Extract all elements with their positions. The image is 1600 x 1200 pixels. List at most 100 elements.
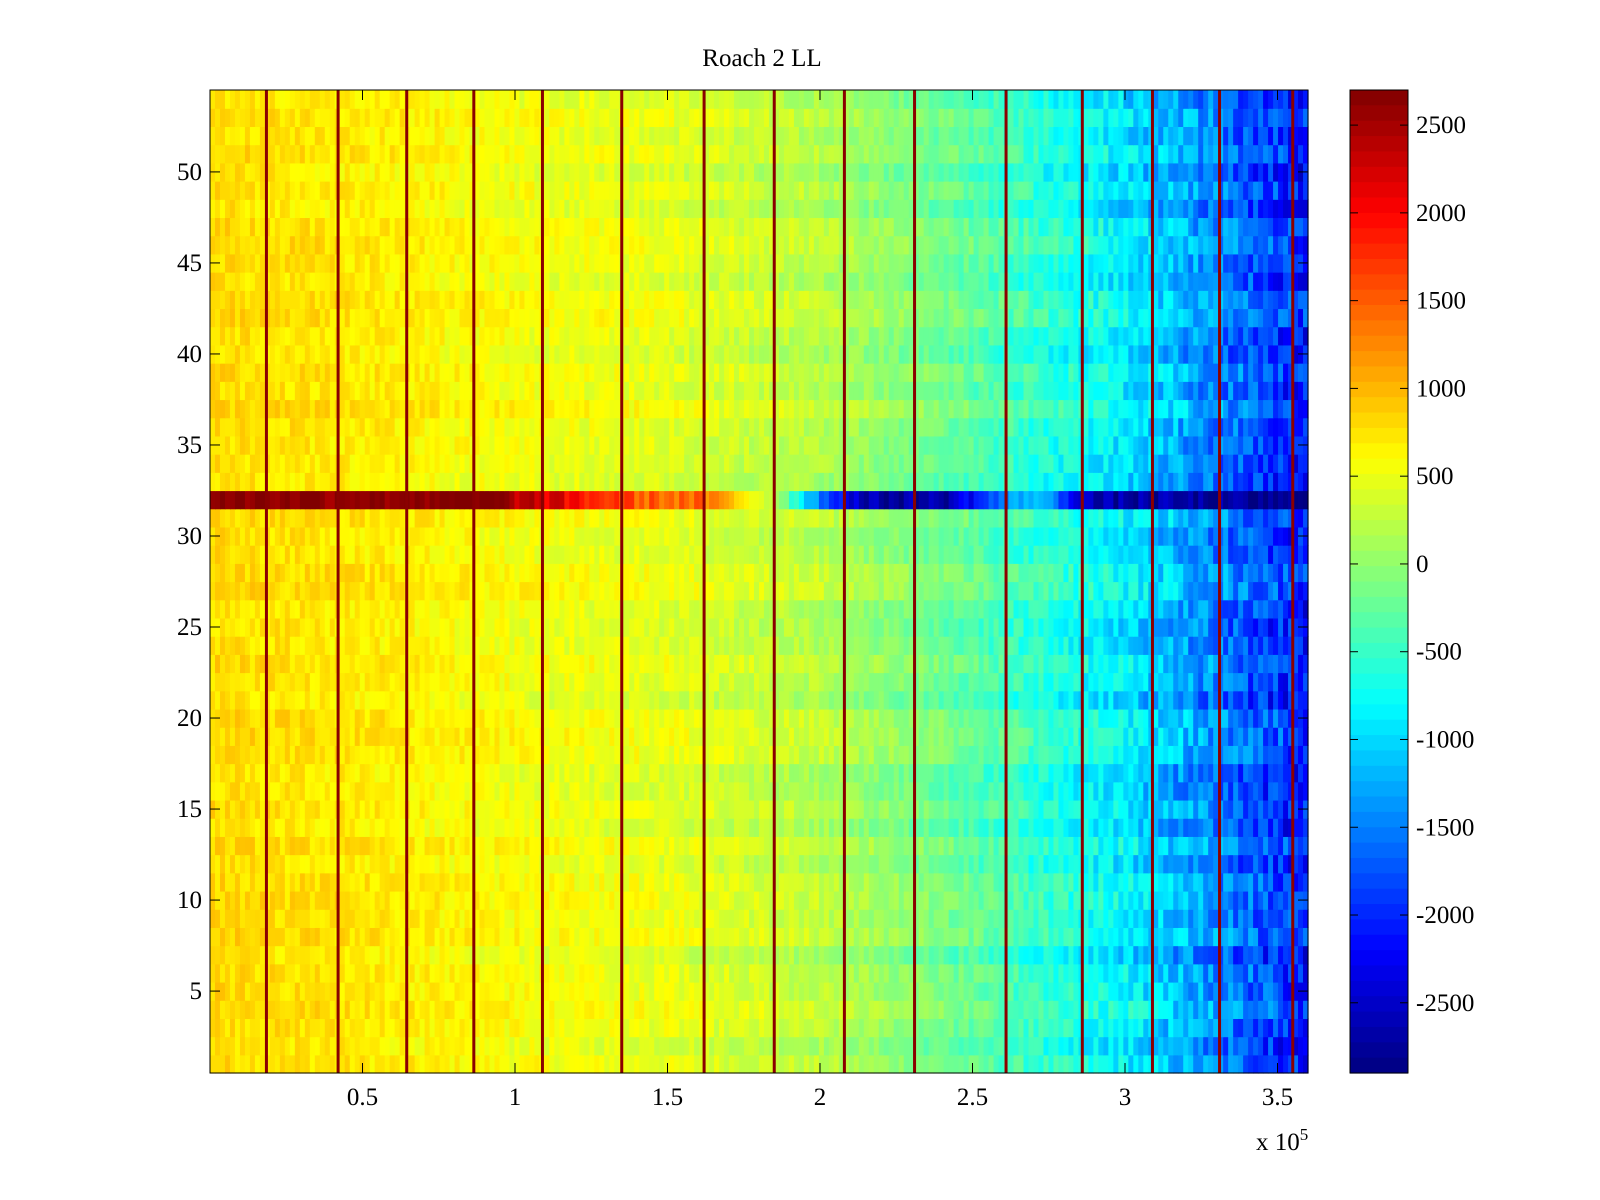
heatmap-cell [918, 708, 925, 728]
heatmap-cell [1073, 672, 1080, 692]
heatmap-cell [444, 727, 451, 746]
heatmap-cell [234, 890, 241, 910]
heatmap-cell [694, 981, 700, 1001]
heatmap-cell [659, 1018, 665, 1038]
heatmap-cell [314, 1000, 321, 1019]
heatmap-cell [289, 872, 296, 892]
heatmap-cell [509, 909, 516, 928]
heatmap-cell [289, 763, 296, 783]
heatmap-cell [828, 854, 835, 874]
heatmap-cell [1043, 1000, 1050, 1019]
heatmap-cell [514, 872, 521, 892]
heatmap-cell [768, 909, 775, 928]
heatmap-cell [379, 745, 386, 765]
heatmap-cell [818, 708, 825, 728]
heatmap-cell [833, 672, 840, 692]
heatmap-cell [689, 818, 695, 837]
heatmap-cell [888, 745, 895, 765]
heatmap-cell [1048, 945, 1055, 965]
heatmap-cell [424, 727, 431, 746]
heatmap-cell [1268, 909, 1274, 928]
heatmap-cell [968, 1054, 975, 1074]
heatmap-cell [1098, 890, 1104, 910]
heatmap-cell [374, 1054, 381, 1074]
heatmap-cell [893, 690, 900, 710]
heatmap-cell [239, 654, 246, 674]
heatmap-cell [439, 799, 446, 819]
heatmap-cell [1093, 945, 1099, 965]
heatmap-cell [1268, 836, 1274, 856]
heatmap-cell [863, 672, 870, 692]
heatmap-cell [968, 981, 975, 1001]
heatmap-cell [234, 854, 241, 874]
heatmap-cell [1128, 890, 1134, 910]
heatmap-cell [314, 872, 321, 892]
heatmap-cell [938, 745, 945, 765]
heatmap-cell [1098, 909, 1104, 928]
heatmap-cell [1273, 945, 1279, 965]
heatmap-cell [229, 945, 236, 965]
heatmap-cell [1153, 981, 1159, 1001]
heatmap-cell [424, 890, 431, 910]
heatmap-cell [689, 945, 695, 965]
heatmap-cell [584, 945, 590, 965]
heatmap-cell [948, 745, 955, 765]
heatmap-cell [514, 1054, 521, 1074]
heatmap-cell [803, 672, 810, 692]
heatmap-cell [439, 909, 446, 928]
heatmap-cell [544, 1000, 550, 1019]
heatmap-cell [873, 672, 880, 692]
heatmap-cell [569, 1000, 575, 1019]
heatmap-cell [1228, 745, 1234, 765]
heatmap-cell [754, 854, 760, 874]
heatmap-cell [319, 690, 326, 710]
heatmap-cell [629, 854, 635, 874]
heatmap-cell [439, 745, 446, 765]
heatmap-cell [898, 745, 905, 765]
heatmap-cell [344, 781, 351, 801]
heatmap-cell [1183, 1000, 1189, 1019]
heatmap-cell [918, 799, 925, 819]
heatmap-cell [224, 927, 231, 947]
heatmap-cell [903, 818, 910, 837]
heatmap-cell [913, 909, 920, 928]
heatmap-cell [274, 909, 281, 928]
heatmap-cell [763, 890, 770, 910]
heatmap-cell [878, 672, 885, 692]
heatmap-cell [689, 1036, 695, 1056]
heatmap-cell [369, 799, 376, 819]
heatmap-cell [589, 799, 595, 819]
heatmap-cell [963, 654, 970, 674]
heatmap-cell [1043, 745, 1050, 765]
heatmap-cell [244, 708, 251, 728]
heatmap-cell [1098, 927, 1104, 947]
heatmap-cell [759, 963, 765, 983]
heatmap-cell [679, 927, 685, 947]
heatmap-cell [1138, 836, 1144, 856]
heatmap-cell [893, 727, 900, 746]
heatmap-cell [304, 781, 311, 801]
heatmap-cell [689, 890, 695, 910]
heatmap-cell [863, 781, 870, 801]
heatmap-cell [609, 963, 615, 983]
heatmap-cell [1133, 708, 1139, 728]
heatmap-cell [414, 963, 421, 983]
heatmap-cell [933, 872, 940, 892]
heatmap-cell [504, 690, 511, 710]
heatmap-cell [1068, 1036, 1075, 1056]
heatmap-cell [374, 745, 381, 765]
heatmap-cell [1058, 963, 1065, 983]
heatmap-cell [369, 963, 376, 983]
heatmap-cell [244, 963, 251, 983]
heatmap-cell [1088, 836, 1094, 856]
heatmap-cell [529, 981, 536, 1001]
heatmap-cell [1233, 963, 1239, 983]
heatmap-cell [1118, 672, 1124, 692]
heatmap-cell [464, 981, 471, 1001]
heatmap-cell [639, 745, 645, 765]
heatmap-cell [1028, 672, 1035, 692]
heatmap-cell [798, 672, 805, 692]
heatmap-cell [699, 836, 705, 856]
heatmap-cell [878, 872, 885, 892]
heatmap-cell [379, 690, 386, 710]
